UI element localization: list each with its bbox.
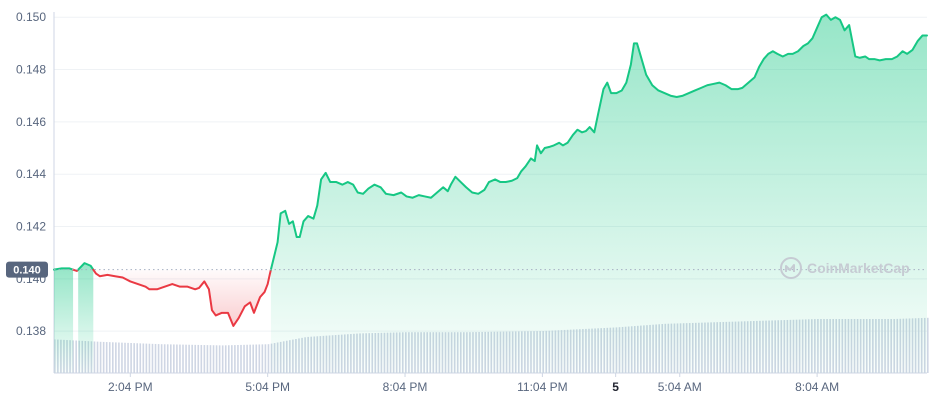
volume-bar <box>182 344 184 373</box>
volume-bar <box>185 344 187 373</box>
volume-bar <box>246 344 248 373</box>
price-area-up <box>78 263 94 373</box>
x-tick-label: 2:04 PM <box>108 380 153 394</box>
volume-bar <box>160 344 163 373</box>
volume-bar <box>157 344 160 373</box>
volume-bar <box>127 342 129 373</box>
x-axis: 2:04 PM 5:04 PM 8:04 PM 11:04 PM 5 5:04 AM 8:0… <box>108 373 839 394</box>
volume-bar <box>218 345 221 373</box>
coinmarketcap-logo-mark-icon <box>785 264 795 272</box>
volume-bar <box>255 344 258 373</box>
coinmarketcap-logo-icon <box>780 257 802 279</box>
volume-bar <box>115 342 117 373</box>
volume-bar <box>151 343 154 373</box>
volume-bar <box>102 341 105 373</box>
volume-bar <box>191 344 193 373</box>
y-tick-label: 0.142 <box>16 220 46 234</box>
volume-bar <box>93 341 96 373</box>
volume-bar <box>243 344 245 373</box>
volume-bar <box>179 344 181 373</box>
price-line <box>53 13 928 327</box>
volume-bar <box>227 345 230 373</box>
volume-bar <box>121 342 123 373</box>
volume-bar <box>108 342 111 373</box>
x-tick-label: 5:04 AM <box>658 380 702 394</box>
volume-bar <box>221 345 224 373</box>
price-line-up <box>53 267 75 271</box>
volume-bar <box>75 340 77 373</box>
volume-bar <box>142 343 145 373</box>
volume-bar <box>267 344 270 373</box>
price-area-up <box>270 14 927 374</box>
watermark: CoinMarketCap <box>780 257 910 279</box>
price-area-down <box>93 269 271 326</box>
volume-bar <box>231 345 233 373</box>
volume-bar <box>252 344 255 373</box>
volume-bar <box>249 344 251 373</box>
volume-bar <box>166 344 169 373</box>
volume-bar <box>105 342 108 373</box>
volume-bar <box>237 345 239 373</box>
y-tick-label: 0.146 <box>16 115 46 129</box>
volume-bar <box>169 344 172 373</box>
volume-bar <box>240 344 242 373</box>
volume-bar <box>194 344 197 373</box>
watermark-text: CoinMarketCap <box>807 260 910 276</box>
volume-bar <box>234 345 236 373</box>
volume-bar <box>145 343 148 373</box>
volume-bar <box>215 345 218 373</box>
volume-bar <box>212 345 215 373</box>
volume-bar <box>148 343 151 373</box>
reference-price-badge: 0.140 <box>6 261 48 278</box>
volume-bar <box>139 343 142 373</box>
reference-badge-bg <box>6 261 48 278</box>
volume-bar <box>118 342 120 373</box>
volume-bar <box>209 345 212 373</box>
y-axis: 0.150 0.148 0.146 0.144 0.142 0.140 0.138 <box>16 10 46 338</box>
volume-bar <box>99 341 102 373</box>
price-line-up <box>77 262 95 271</box>
volume-bar <box>264 344 267 373</box>
y-tick-label: 0.144 <box>16 167 46 181</box>
volume-bar <box>206 345 209 373</box>
volume-bar <box>124 342 126 373</box>
volume-bar <box>136 343 139 373</box>
y-tick-label: 0.150 <box>16 10 46 24</box>
volume-bar <box>154 343 157 373</box>
volume-bar <box>72 340 74 373</box>
volume-bar <box>130 343 132 373</box>
volume-bar <box>111 342 114 373</box>
x-tick-label: 5:04 PM <box>245 380 290 394</box>
y-tick-label: 0.138 <box>16 324 46 338</box>
y-tick-label: 0.148 <box>16 63 46 77</box>
x-tick-label: 5 <box>612 380 619 394</box>
volume-bar <box>203 345 206 373</box>
volume-bar <box>261 344 264 373</box>
volume-bar <box>176 344 178 373</box>
price-line-up <box>269 13 928 271</box>
volume-bar <box>927 317 929 373</box>
volume-bar <box>200 344 203 373</box>
x-tick-label: 11:04 PM <box>517 380 567 394</box>
volume-bar <box>96 341 99 373</box>
volume-bar <box>224 345 227 373</box>
volume-bar <box>173 344 175 373</box>
volume-bar <box>133 343 135 373</box>
price-area <box>54 14 927 374</box>
volume-bar <box>188 344 190 373</box>
price-area-up <box>54 268 74 373</box>
reference-badge-label: 0.140 <box>13 265 41 277</box>
x-tick-label: 8:04 PM <box>383 380 428 394</box>
price-line-down <box>92 268 272 327</box>
x-tick-label: 8:04 AM <box>795 380 839 394</box>
volume-bar <box>197 344 200 373</box>
volume-bar <box>258 344 261 373</box>
volume-bar <box>163 344 166 373</box>
